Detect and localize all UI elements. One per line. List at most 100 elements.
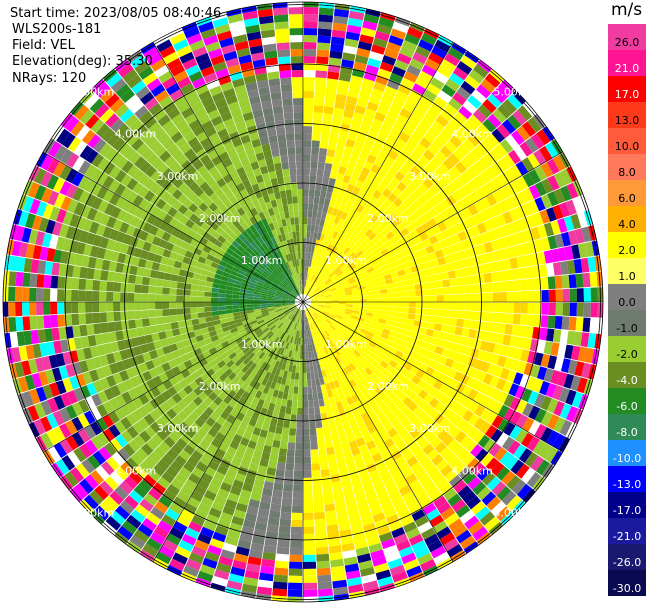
range-gate bbox=[174, 166, 186, 178]
range-gate bbox=[472, 526, 488, 541]
range-gate bbox=[149, 325, 159, 334]
range-gate bbox=[332, 256, 339, 264]
range-gate bbox=[372, 286, 380, 291]
range-gate bbox=[182, 198, 193, 209]
range-gate bbox=[516, 399, 528, 414]
range-gate bbox=[119, 221, 130, 234]
range-gate bbox=[211, 575, 228, 587]
range-gate bbox=[481, 471, 496, 486]
range-gate bbox=[340, 244, 348, 253]
range-gate bbox=[481, 491, 497, 506]
range-gate bbox=[283, 334, 289, 342]
range-gate bbox=[350, 342, 358, 350]
range-gate bbox=[241, 583, 258, 594]
range-gate bbox=[310, 303, 318, 306]
range-gate bbox=[270, 359, 277, 367]
range-gate bbox=[240, 61, 254, 71]
range-gate bbox=[436, 526, 452, 540]
range-gate bbox=[340, 351, 348, 360]
range-gate bbox=[246, 563, 261, 573]
range-gate bbox=[317, 304, 325, 307]
range-gate bbox=[348, 440, 359, 450]
range-gate bbox=[547, 191, 559, 207]
range-gate bbox=[308, 400, 314, 408]
range-gate bbox=[148, 277, 157, 287]
range-gate bbox=[449, 214, 460, 226]
range-gate bbox=[169, 217, 179, 228]
range-gate bbox=[293, 289, 299, 296]
range-gate bbox=[50, 288, 58, 302]
range-gate bbox=[559, 419, 573, 436]
range-gate bbox=[325, 251, 332, 259]
range-gate bbox=[348, 10, 365, 21]
range-gate bbox=[452, 524, 468, 538]
range-gate bbox=[212, 172, 223, 182]
range-gate bbox=[222, 271, 231, 278]
range-gate bbox=[566, 330, 576, 345]
range-gate bbox=[428, 397, 440, 409]
range-gate bbox=[59, 165, 72, 181]
range-gate bbox=[102, 189, 115, 203]
range-gate bbox=[383, 545, 398, 556]
range-gate bbox=[189, 213, 199, 223]
range-gate bbox=[262, 551, 276, 561]
range-gate bbox=[423, 189, 435, 201]
range-gate bbox=[338, 307, 346, 311]
range-gate bbox=[193, 406, 204, 417]
range-gate bbox=[590, 287, 598, 302]
range-gate bbox=[334, 371, 342, 380]
range-gate bbox=[175, 221, 185, 232]
range-gate bbox=[161, 120, 175, 133]
range-gate bbox=[90, 436, 104, 451]
range-gate bbox=[361, 516, 374, 527]
range-gate bbox=[310, 304, 318, 307]
range-gate bbox=[252, 109, 264, 119]
range-gate bbox=[238, 233, 247, 242]
range-gate bbox=[250, 207, 259, 217]
range-gate bbox=[59, 180, 72, 196]
range-gate bbox=[274, 345, 281, 353]
range-gate bbox=[272, 389, 279, 398]
range-gate bbox=[272, 106, 284, 115]
range-gate bbox=[261, 218, 269, 227]
range-gate bbox=[92, 356, 103, 369]
range-gate bbox=[288, 321, 293, 328]
range-gate bbox=[291, 307, 298, 313]
range-gate bbox=[374, 218, 383, 227]
range-gate bbox=[396, 372, 406, 382]
range-gate bbox=[311, 314, 316, 321]
range-gate bbox=[559, 261, 569, 275]
range-gate bbox=[165, 466, 179, 478]
range-gate bbox=[347, 322, 355, 328]
range-gate bbox=[284, 470, 294, 478]
range-gate bbox=[393, 286, 402, 293]
range-gate bbox=[258, 211, 266, 220]
range-gate bbox=[268, 349, 275, 358]
range-gate bbox=[252, 324, 260, 331]
range-gate bbox=[213, 386, 223, 397]
range-gate bbox=[361, 450, 372, 460]
range-gate bbox=[374, 356, 383, 365]
range-gate bbox=[493, 365, 504, 378]
range-gate bbox=[306, 231, 311, 239]
range-gate bbox=[324, 433, 332, 442]
range-gate bbox=[86, 207, 98, 221]
range-gate bbox=[333, 445, 343, 454]
range-gate bbox=[265, 394, 273, 403]
range-gate bbox=[285, 463, 294, 471]
range-gate bbox=[343, 145, 354, 155]
range-gate bbox=[277, 455, 287, 464]
range-gate bbox=[267, 294, 275, 298]
range-gate bbox=[303, 470, 312, 478]
range-gate bbox=[208, 249, 218, 257]
range-gate bbox=[51, 367, 63, 382]
range-gate bbox=[248, 38, 263, 48]
range-gate bbox=[461, 267, 470, 277]
range-gate bbox=[84, 179, 96, 193]
range-gate bbox=[67, 136, 82, 153]
range-gate bbox=[227, 337, 236, 345]
range-gate bbox=[299, 358, 303, 366]
range-gate bbox=[317, 567, 331, 576]
range-gate bbox=[328, 396, 336, 405]
range-gate bbox=[435, 477, 449, 490]
